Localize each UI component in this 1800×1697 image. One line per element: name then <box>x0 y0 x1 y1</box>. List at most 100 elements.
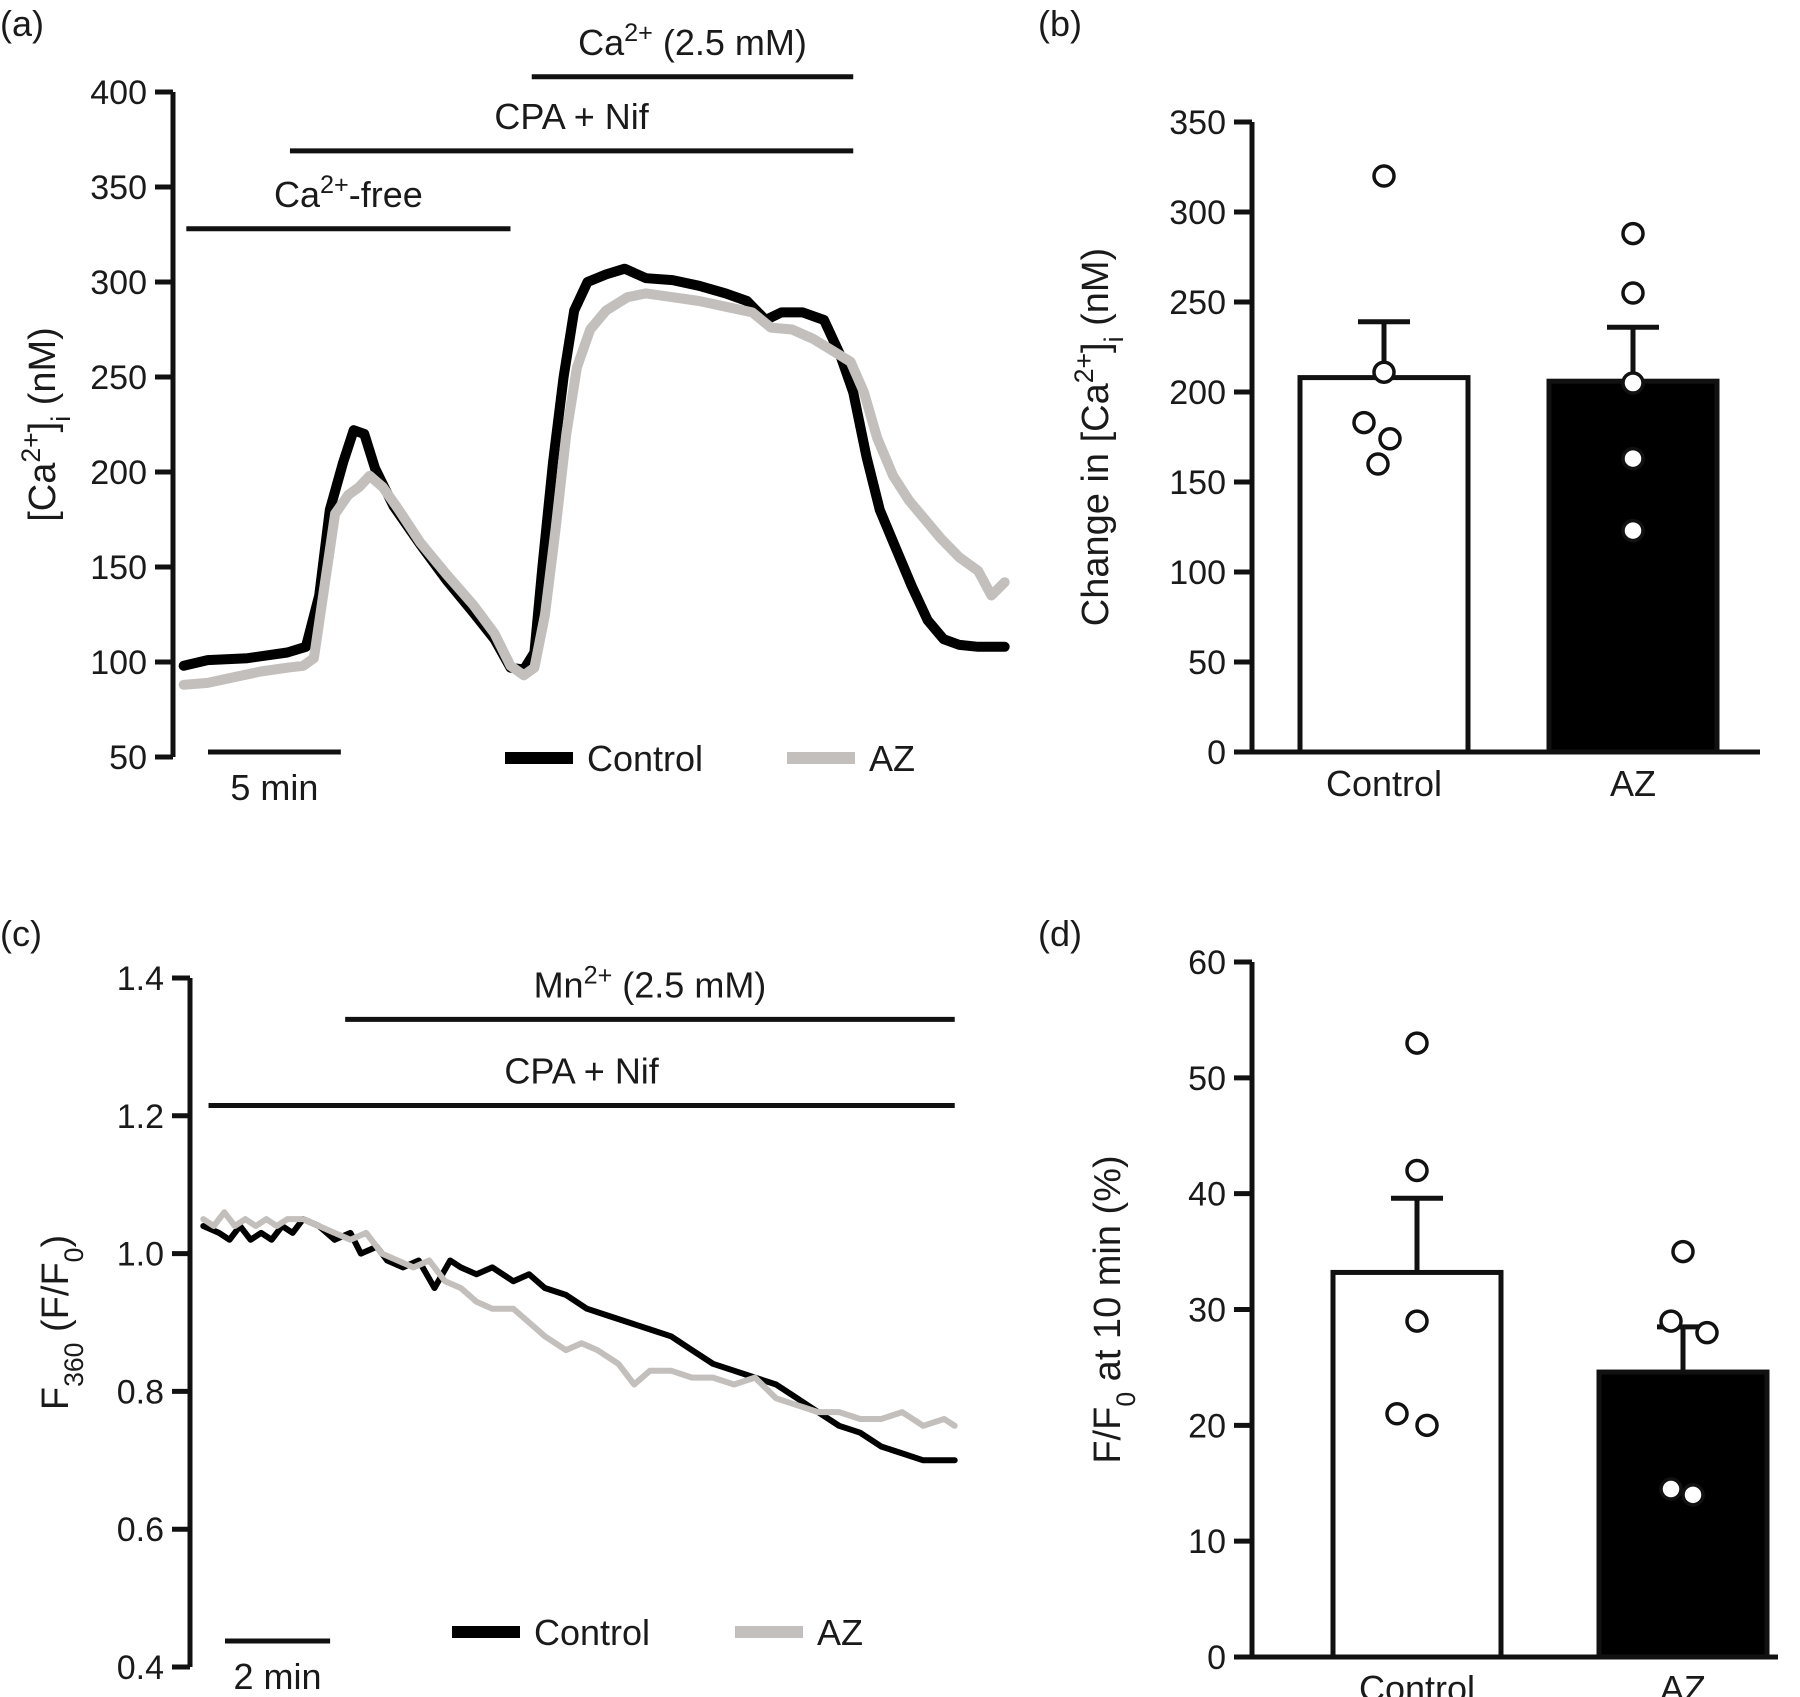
data-point <box>1695 1320 1719 1345</box>
y-tick-label: 1.0 <box>117 1236 164 1274</box>
legend-label-control: Control <box>587 738 703 779</box>
panel-label: (c) <box>0 913 42 954</box>
treatment-label: CPA + Nif <box>504 1050 659 1091</box>
panel-label: (b) <box>1038 3 1082 44</box>
y-tick-label: 50 <box>109 739 147 777</box>
label-part-sub1: 360 <box>59 1343 89 1387</box>
y-tick-label: 1.2 <box>117 1098 164 1136</box>
label-part-pre: Ca <box>578 22 625 63</box>
data-point <box>1378 427 1402 451</box>
treatment-label: Mn2+ (2.5 mM) <box>534 961 767 1005</box>
label-part-post: -free <box>349 174 423 215</box>
panel-label: (d) <box>1038 913 1082 954</box>
y-tick-label: 300 <box>90 264 147 302</box>
y-tick-label: 0 <box>1207 734 1226 772</box>
category-label: Control <box>1359 1668 1475 1697</box>
label-part-pre: F <box>35 1387 77 1410</box>
y-tick-label: 20 <box>1188 1407 1226 1445</box>
series-line-control <box>200 1216 958 1464</box>
category-label: AZ <box>1610 763 1656 804</box>
treatment-label: Ca2+ (2.5 mM) <box>578 19 807 63</box>
data-point <box>1621 518 1645 543</box>
y-tick-label: 0.6 <box>117 1511 164 1549</box>
label-part-sub2: 0 <box>59 1248 89 1263</box>
label-part-post: (2.5 mM) <box>653 22 807 63</box>
data-point <box>1415 1413 1439 1438</box>
y-tick-label: 50 <box>1188 1060 1226 1098</box>
y-tick-label: 200 <box>90 454 147 492</box>
y-tick-label: 0 <box>1207 1639 1226 1677</box>
data-point <box>1352 410 1376 435</box>
series-line-az <box>178 288 1010 690</box>
y-tick-label: 1.4 <box>117 960 164 998</box>
y-tick-label: 60 <box>1188 944 1226 982</box>
y-tick-label: 300 <box>1169 194 1226 232</box>
scale-bar-label: 2 min <box>234 1656 322 1697</box>
label-part-sup: 2+ <box>1069 353 1099 383</box>
label-part-post: (nM) <box>1075 248 1117 337</box>
bar-az <box>1596 1369 1770 1660</box>
legend-label-az: AZ <box>869 738 915 779</box>
label-part-sub: i <box>1099 336 1129 342</box>
y-tick-label: 100 <box>90 644 147 682</box>
category-label: AZ <box>1660 1668 1706 1697</box>
series-line-control <box>178 263 1010 675</box>
label-part-sup: 2+ <box>320 171 349 199</box>
series-line-az <box>200 1209 958 1429</box>
label-part-pre: F/F <box>1087 1407 1129 1464</box>
treatment-label: CPA + Nif <box>494 96 649 137</box>
data-point <box>1659 1309 1683 1333</box>
label-part-post: ) <box>35 1235 77 1248</box>
category-label: Control <box>1326 763 1442 804</box>
label-part-sub: i <box>46 416 76 422</box>
label-part-pre: [Ca <box>22 462 64 522</box>
y-tick-label: 50 <box>1188 644 1226 682</box>
data-point <box>1372 360 1396 384</box>
bar-az <box>1546 378 1720 755</box>
label-part-pre: Change in [Ca <box>1075 382 1117 626</box>
data-point <box>1621 446 1645 471</box>
y-tick-label: 10 <box>1188 1523 1226 1561</box>
panel-label: (a) <box>0 3 44 44</box>
data-point <box>1372 164 1396 188</box>
y-tick-label: 150 <box>90 549 147 587</box>
data-point <box>1659 1477 1683 1501</box>
panel-a: (a) 50 100 150 200 250 300 350 400 [Ca2+]i (nM) Ca… <box>0 3 1010 808</box>
scale-bar-label: 5 min <box>230 767 318 808</box>
label-part-sub: 0 <box>1111 1392 1141 1407</box>
label-part-pre: Ca <box>274 174 321 215</box>
label-part-post: at 10 min (%) <box>1087 1155 1129 1392</box>
y-tick-label: 350 <box>90 169 147 207</box>
y-tick-label: 350 <box>1169 104 1226 142</box>
label-part-sup: 2+ <box>16 432 46 462</box>
y-tick-label: 40 <box>1188 1176 1226 1214</box>
y-axis-label: F360 (F/F0) <box>35 1235 89 1410</box>
y-axis-label: F/F0 at 10 min (%) <box>1087 1155 1141 1463</box>
y-tick-label: 250 <box>90 359 147 397</box>
label-part-post: (nM) <box>22 327 64 416</box>
label-part-mid: ] <box>1075 342 1117 353</box>
label-part-sup: 2+ <box>584 961 613 989</box>
data-point <box>1671 1239 1695 1264</box>
y-tick-label: 200 <box>1169 374 1226 412</box>
data-point <box>1621 371 1645 395</box>
data-point <box>1621 221 1645 246</box>
label-part-sup: 2+ <box>624 19 653 47</box>
y-tick-label: 150 <box>1169 464 1226 502</box>
data-point <box>1681 1483 1705 1507</box>
y-tick-label: 400 <box>90 74 147 112</box>
data-point <box>1366 452 1390 476</box>
data-point <box>1621 281 1645 305</box>
legend-label-az: AZ <box>817 1612 863 1653</box>
data-point <box>1405 1309 1429 1333</box>
y-tick-label: 100 <box>1169 554 1226 592</box>
data-point <box>1405 1158 1429 1183</box>
y-axis-label: [Ca2+]i (nM) <box>16 327 76 522</box>
panel-c: (c) 0.4 0.6 0.8 1.0 1.2 1.4 F360 (F/F0) CPA + Ni… <box>0 913 958 1697</box>
label-part-mid: (F/F <box>35 1262 77 1342</box>
bar-control <box>1330 1269 1504 1660</box>
y-tick-label: 250 <box>1169 284 1226 322</box>
label-part-post: (2.5 mM) <box>612 964 766 1005</box>
